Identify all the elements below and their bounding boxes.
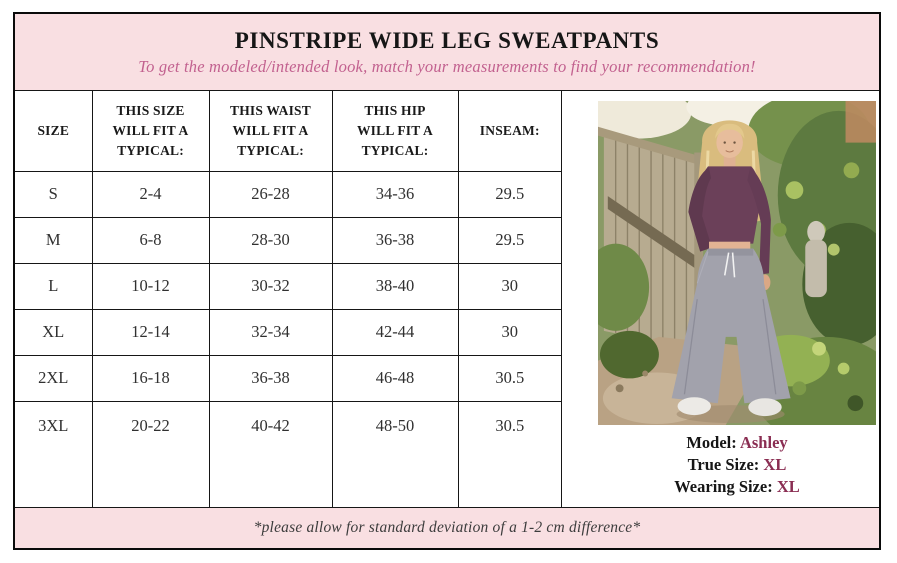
model-sweatpants (671, 248, 791, 404)
table-row: XL 12-14 32-34 42-44 30 (14, 308, 562, 356)
model-info: Model: Ashley True Size: XL Wearing Size… (598, 432, 876, 498)
wearing-size-label: Wearing Size: (674, 477, 773, 496)
cell-hip-fit: 48-50 (331, 400, 459, 508)
wearing-size-line: Wearing Size: XL (598, 476, 876, 498)
card-footer: *please allow for standard deviation of … (15, 507, 879, 548)
model-face (716, 127, 743, 158)
model-left-sleeve (688, 167, 712, 252)
cell-size: L (14, 262, 93, 310)
model-name: Ashley (739, 433, 788, 452)
model-right-sleeve (747, 167, 771, 275)
cell-hip-fit: 36-38 (331, 216, 459, 264)
model-photo-panel: Model: Ashley True Size: XL Wearing Size… (561, 91, 879, 507)
column-header: THIS HIP WILL FIT A TYPICAL: (331, 90, 459, 172)
cell-hip-fit: 38-40 (331, 262, 459, 310)
cell-size: XL (14, 308, 93, 356)
cell-hip-fit: 46-48 (331, 354, 459, 402)
cell-size-fit: 2-4 (91, 170, 210, 218)
table-row: S 2-4 26-28 34-36 29.5 (14, 170, 562, 218)
model-bangs (714, 123, 745, 139)
model-top (699, 166, 760, 244)
cell-size: S (14, 170, 93, 218)
table-row: 3XL 20-22 40-42 48-50 30.5 (14, 400, 562, 508)
table-row: L 10-12 30-32 38-40 30 (14, 262, 562, 310)
size-chart-card: PINSTRIPE WIDE LEG SWEATPANTS To get the… (13, 12, 881, 550)
cell-size-fit: 12-14 (91, 308, 210, 356)
cell-inseam: 30 (457, 262, 562, 310)
model-left-shoe (677, 397, 711, 416)
size-table: SIZE THIS SIZE WILL FIT A TYPICAL: THIS WA… (14, 90, 562, 508)
model-figure (671, 120, 791, 417)
column-header: THIS SIZE WILL FIT A TYPICAL: (91, 90, 210, 172)
true-size-label: True Size: (687, 455, 760, 474)
model-photo (598, 101, 876, 425)
model-name-line: Model: Ashley (598, 432, 876, 454)
column-header: SIZE (14, 90, 93, 172)
model-label: Model: (686, 433, 737, 452)
cell-waist-fit: 40-42 (208, 400, 333, 508)
column-header: INSEAM: (457, 90, 562, 172)
deviation-note: *please allow for standard deviation of … (253, 519, 641, 536)
wearing-size-value: XL (776, 477, 800, 496)
cell-inseam: 30.5 (457, 400, 562, 508)
model-midriff (709, 241, 751, 251)
size-table-header-row: SIZE THIS SIZE WILL FIT A TYPICAL: THIS WA… (14, 90, 562, 172)
cell-inseam: 29.5 (457, 170, 562, 218)
cell-waist-fit: 36-38 (208, 354, 333, 402)
size-table-area: SIZE THIS SIZE WILL FIT A TYPICAL: THIS WA… (14, 90, 562, 508)
cell-size: 2XL (14, 354, 93, 402)
true-size-line: True Size: XL (598, 454, 876, 476)
true-size-value: XL (763, 455, 787, 474)
cell-inseam: 29.5 (457, 216, 562, 264)
cell-size: M (14, 216, 93, 264)
model-photo-illustration (598, 101, 876, 425)
page-subtitle: To get the modeled/intended look, match … (138, 56, 756, 76)
model-neck (723, 154, 736, 167)
garden-statue (805, 220, 827, 298)
cell-size: 3XL (14, 400, 93, 508)
cell-size-fit: 10-12 (91, 262, 210, 310)
cell-hip-fit: 42-44 (331, 308, 459, 356)
cell-waist-fit: 32-34 (208, 308, 333, 356)
table-row: 2XL 16-18 36-38 46-48 30.5 (14, 354, 562, 402)
card-header: PINSTRIPE WIDE LEG SWEATPANTS To get the… (15, 14, 879, 91)
table-row: M 6-8 28-30 36-38 29.5 (14, 216, 562, 264)
cell-inseam: 30.5 (457, 354, 562, 402)
cell-size-fit: 6-8 (91, 216, 210, 264)
cell-waist-fit: 30-32 (208, 262, 333, 310)
cell-hip-fit: 34-36 (331, 170, 459, 218)
cell-size-fit: 20-22 (91, 400, 210, 508)
page-title: PINSTRIPE WIDE LEG SWEATPANTS (234, 27, 660, 53)
column-header: THIS WAIST WILL FIT A TYPICAL: (208, 90, 333, 172)
size-table-body: S 2-4 26-28 34-36 29.5 M 6-8 28-30 36-38 29.5 L 10-… (14, 170, 562, 508)
card-body: SIZE THIS SIZE WILL FIT A TYPICAL: THIS WA… (14, 90, 879, 508)
cell-inseam: 30 (457, 308, 562, 356)
cell-waist-fit: 26-28 (208, 170, 333, 218)
cell-size-fit: 16-18 (91, 354, 210, 402)
cell-waist-fit: 28-30 (208, 216, 333, 264)
model-right-shoe (748, 398, 782, 417)
